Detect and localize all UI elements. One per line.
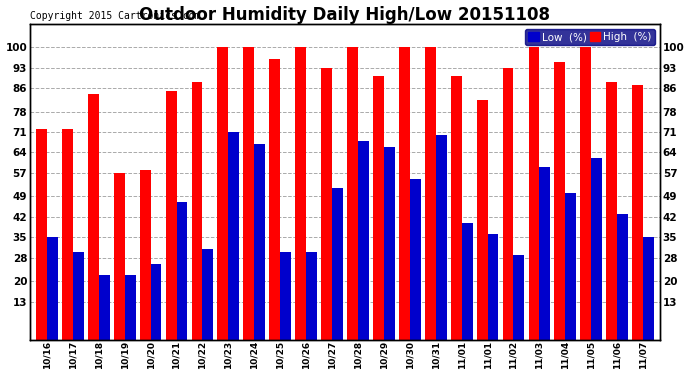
- Bar: [565, 194, 576, 340]
- Bar: [373, 76, 384, 340]
- Bar: [332, 188, 343, 340]
- Bar: [192, 82, 202, 340]
- Bar: [114, 173, 125, 340]
- Bar: [477, 100, 488, 340]
- Bar: [410, 179, 421, 340]
- Title: Outdoor Humidity Daily High/Low 20151108: Outdoor Humidity Daily High/Low 20151108: [139, 6, 551, 24]
- Bar: [451, 76, 462, 340]
- Bar: [202, 249, 213, 340]
- Bar: [125, 275, 135, 340]
- Bar: [244, 47, 255, 340]
- Bar: [555, 62, 565, 340]
- Bar: [36, 129, 47, 340]
- Bar: [280, 252, 291, 340]
- Bar: [321, 68, 332, 340]
- Bar: [347, 47, 358, 340]
- Bar: [643, 237, 654, 340]
- Bar: [166, 91, 177, 340]
- Bar: [47, 237, 58, 340]
- Bar: [591, 158, 602, 340]
- Bar: [435, 135, 446, 340]
- Legend: Low  (%), High  (%): Low (%), High (%): [525, 29, 655, 45]
- Bar: [73, 252, 83, 340]
- Bar: [540, 167, 551, 340]
- Bar: [228, 132, 239, 340]
- Bar: [99, 275, 110, 340]
- Bar: [632, 85, 643, 340]
- Bar: [150, 264, 161, 340]
- Bar: [513, 255, 524, 340]
- Bar: [488, 234, 498, 340]
- Text: Copyright 2015 Cartronics.com: Copyright 2015 Cartronics.com: [30, 10, 201, 21]
- Bar: [62, 129, 73, 340]
- Bar: [384, 147, 395, 340]
- Bar: [617, 214, 628, 340]
- Bar: [529, 47, 540, 340]
- Bar: [217, 47, 228, 340]
- Bar: [139, 170, 150, 340]
- Bar: [306, 252, 317, 340]
- Bar: [358, 141, 369, 340]
- Bar: [269, 59, 280, 340]
- Bar: [295, 47, 306, 340]
- Bar: [607, 82, 617, 340]
- Bar: [580, 47, 591, 340]
- Bar: [425, 47, 435, 340]
- Bar: [502, 68, 513, 340]
- Bar: [177, 202, 188, 340]
- Bar: [462, 223, 473, 340]
- Bar: [88, 94, 99, 340]
- Bar: [255, 144, 265, 340]
- Bar: [399, 47, 410, 340]
